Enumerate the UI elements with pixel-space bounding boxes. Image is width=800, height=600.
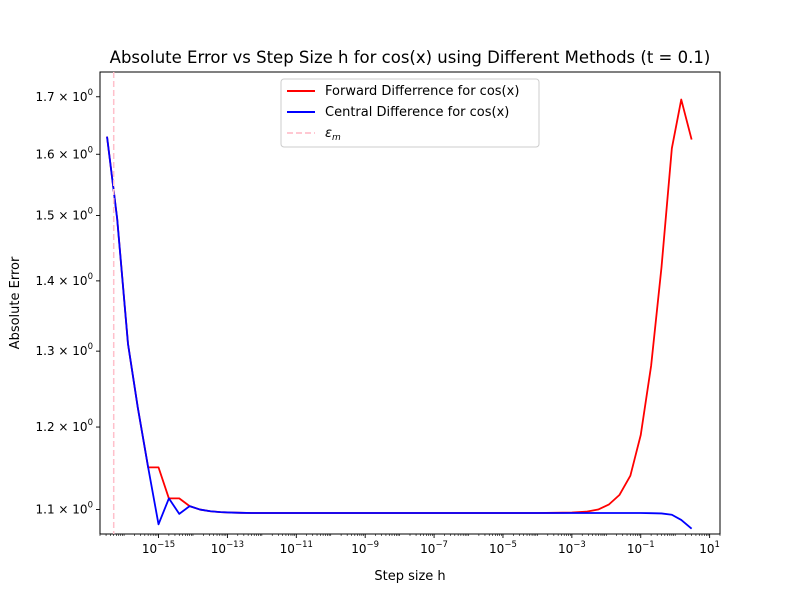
- x-axis-label: Step size h: [374, 569, 445, 584]
- x-tick-label-base: 10: [351, 542, 366, 556]
- y-tick-label-exp: 0: [88, 206, 93, 216]
- x-tick-label-3: 10−9: [351, 540, 379, 556]
- series-layer: [106, 98, 693, 530]
- y-tick-label-mantissa: 1.5 × 10: [36, 208, 88, 222]
- y-tick-label-exp: 0: [88, 88, 93, 98]
- x-tick-label-8: 101: [699, 540, 720, 556]
- y-tick-label-mantissa: 1.3 × 10: [36, 344, 88, 358]
- x-tick-label-5: 10−5: [489, 540, 517, 556]
- series-line-1: [106, 136, 693, 530]
- legend-label-forward: Forward Differrence for cos(x): [325, 84, 519, 99]
- x-tick-label-exp: −13: [226, 540, 244, 550]
- x-tick-label-base: 10: [489, 542, 504, 556]
- y-tick-label-mantissa: 1.2 × 10: [36, 420, 88, 434]
- y-tick-label-exp: 0: [88, 342, 93, 352]
- x-tick-label-base: 10: [699, 542, 714, 556]
- x-tick-label-base: 10: [280, 542, 295, 556]
- x-tick-label-exp: 1: [715, 540, 720, 550]
- y-tick-label-mantissa: 1.7 × 10: [36, 90, 88, 104]
- y-tick-label-mantissa: 1.4 × 10: [36, 274, 88, 288]
- x-tick-label-0: 10−15: [142, 540, 175, 556]
- y-tick-label-exp: 0: [88, 501, 93, 511]
- x-tick-label-1: 10−13: [211, 540, 244, 556]
- x-tick-label-base: 10: [211, 542, 226, 556]
- legend-label-eps: εm: [325, 126, 341, 143]
- x-tick-label-exp: −9: [367, 540, 380, 550]
- chart-title: Absolute Error vs Step Size h for cos(x)…: [110, 48, 711, 67]
- legend: Forward Differrence for cos(x) Central D…: [280, 78, 540, 148]
- series-line-0: [106, 98, 693, 514]
- y-tick-label-mantissa: 1.6 × 10: [36, 147, 88, 161]
- y-tick-label-exp: 0: [88, 418, 93, 428]
- legend-label-central: Central Difference for cos(x): [325, 105, 509, 120]
- x-tick-label-exp: −15: [157, 540, 175, 550]
- y-tick-label-2: 1.3 × 100: [36, 342, 93, 358]
- y-tick-label-1: 1.2 × 100: [36, 418, 93, 434]
- x-tick-label-base: 10: [420, 542, 435, 556]
- y-tick-label-6: 1.7 × 100: [36, 88, 93, 104]
- y-tick-label-3: 1.4 × 100: [36, 272, 93, 288]
- y-tick-label-0: 1.1 × 100: [36, 501, 93, 517]
- y-tick-label-exp: 0: [88, 145, 93, 155]
- y-axis-label: Absolute Error: [8, 256, 23, 349]
- x-axis: 10−15 10−13 10−11 10−9 10−7 10−5 10−3 10−1 101: [99, 534, 721, 556]
- x-tick-label-base: 10: [558, 542, 573, 556]
- y-tick-label-5: 1.6 × 100: [36, 145, 93, 161]
- y-tick-label-exp: 0: [88, 272, 93, 282]
- x-tick-label-exp: −5: [504, 540, 517, 550]
- legend-label-eps-sub: m: [332, 133, 341, 143]
- x-tick-label-base: 10: [627, 542, 642, 556]
- y-tick-label-mantissa: 1.1 × 10: [36, 503, 88, 517]
- x-tick-label-exp: −3: [573, 540, 586, 550]
- x-tick-label-exp: −7: [435, 540, 448, 550]
- legend-label-eps-base: ε: [325, 126, 332, 141]
- y-tick-label-4: 1.5 × 100: [36, 206, 93, 222]
- x-tick-label-4: 10−7: [420, 540, 448, 556]
- legend-frame: [280, 78, 540, 148]
- x-tick-label-exp: −1: [642, 540, 655, 550]
- x-tick-label-exp: −11: [295, 540, 313, 550]
- x-tick-label-base: 10: [142, 542, 157, 556]
- x-tick-label-2: 10−11: [280, 540, 313, 556]
- x-tick-label-6: 10−3: [558, 540, 586, 556]
- x-tick-label-7: 10−1: [627, 540, 655, 556]
